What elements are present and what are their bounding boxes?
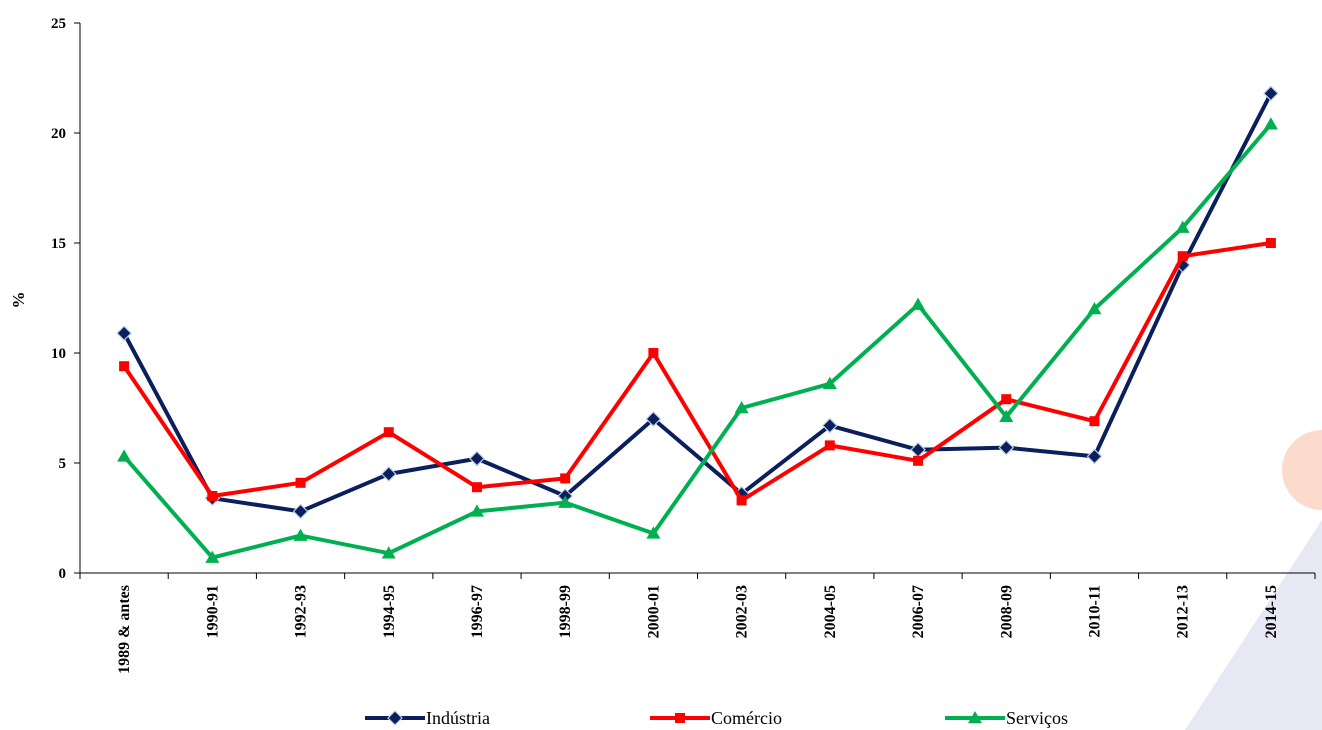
series-line — [122, 122, 1273, 560]
x-tick-label: 1998-99 — [557, 585, 574, 638]
x-tick-label: 1989 & antes — [116, 585, 133, 674]
data-point — [1089, 416, 1100, 427]
y-axis-label: % — [9, 292, 28, 309]
x-tick-label: 1990-91 — [204, 585, 221, 638]
data-point — [116, 325, 132, 342]
data-point — [119, 361, 130, 372]
x-tick-label: 1996-97 — [469, 585, 486, 638]
x-tick-label: 2006-07 — [910, 585, 927, 638]
data-point — [821, 417, 838, 434]
y-tick-label: 0 — [59, 566, 67, 582]
data-point — [824, 440, 835, 451]
watermark-circle — [1282, 430, 1322, 510]
data-point — [910, 441, 926, 458]
legend-marker — [387, 710, 403, 726]
y-tick-label: 5 — [59, 456, 67, 472]
data-point — [999, 409, 1014, 423]
data-point — [913, 455, 924, 466]
x-tick-label: 2004-05 — [822, 585, 839, 638]
series-layer — [116, 85, 1279, 563]
data-point — [1263, 85, 1279, 102]
x-tick-label: 1992-93 — [293, 585, 310, 638]
data-point — [736, 495, 747, 506]
watermark-stripe — [1185, 520, 1322, 730]
data-point — [469, 504, 484, 517]
data-point — [1086, 448, 1103, 465]
data-point — [380, 466, 397, 482]
data-point — [998, 439, 1015, 456]
diamond-series — [116, 85, 1279, 520]
data-point — [646, 526, 661, 539]
series-line — [122, 92, 1273, 514]
square-series — [119, 238, 1276, 506]
legend-marker — [675, 713, 685, 723]
data-point — [1175, 220, 1190, 233]
series-line — [122, 241, 1272, 503]
data-point — [205, 550, 220, 563]
y-axis-ticks: 0 5 10 15 20 25 — [51, 16, 80, 582]
x-tick-label: 1994-95 — [381, 585, 398, 638]
data-point — [1177, 251, 1188, 262]
data-point — [1265, 238, 1276, 248]
data-point — [645, 411, 662, 427]
axes — [79, 23, 1315, 574]
legend-label: Indústria — [426, 708, 490, 728]
data-point — [1087, 302, 1102, 315]
data-point — [648, 348, 659, 358]
data-point — [117, 449, 132, 462]
data-point — [911, 297, 926, 310]
x-tick-label: 2014-15 — [1263, 585, 1280, 638]
x-axis-ticks: 1989 & antes 1990-91 1992-93 1994-95 1996-97… — [79, 573, 1316, 674]
data-point — [471, 482, 482, 493]
y-tick-label: 20 — [51, 126, 66, 142]
data-point — [383, 427, 394, 438]
data-point — [381, 546, 396, 559]
x-tick-label: 2010-11 — [1086, 585, 1103, 637]
data-point — [292, 503, 309, 520]
y-tick-label: 15 — [51, 236, 66, 252]
legend: Indústria Comércio Serviços — [365, 708, 1068, 728]
triangle-series — [117, 117, 1278, 563]
y-tick-label: 10 — [51, 346, 66, 362]
data-point — [469, 450, 485, 467]
data-point — [1263, 117, 1278, 130]
data-point — [1001, 394, 1012, 405]
data-point — [207, 491, 218, 501]
x-tick-label: 2008-09 — [998, 585, 1015, 638]
legend-item: Serviços — [945, 708, 1068, 728]
x-tick-label: 2012-13 — [1175, 585, 1192, 638]
legend-label: Serviços — [1006, 708, 1068, 728]
x-tick-label: 2000-01 — [645, 585, 662, 638]
data-point — [560, 473, 571, 484]
data-point — [293, 528, 308, 541]
data-point — [734, 401, 749, 414]
legend-label: Comércio — [711, 708, 782, 728]
y-tick-label: 25 — [51, 16, 66, 32]
legend-item: Indústria — [365, 708, 490, 728]
legend-marker — [968, 711, 982, 724]
data-point — [558, 495, 573, 508]
legend-item: Comércio — [650, 708, 782, 728]
data-point — [822, 376, 837, 390]
x-tick-label: 2002-03 — [734, 585, 751, 638]
data-point — [295, 477, 306, 488]
